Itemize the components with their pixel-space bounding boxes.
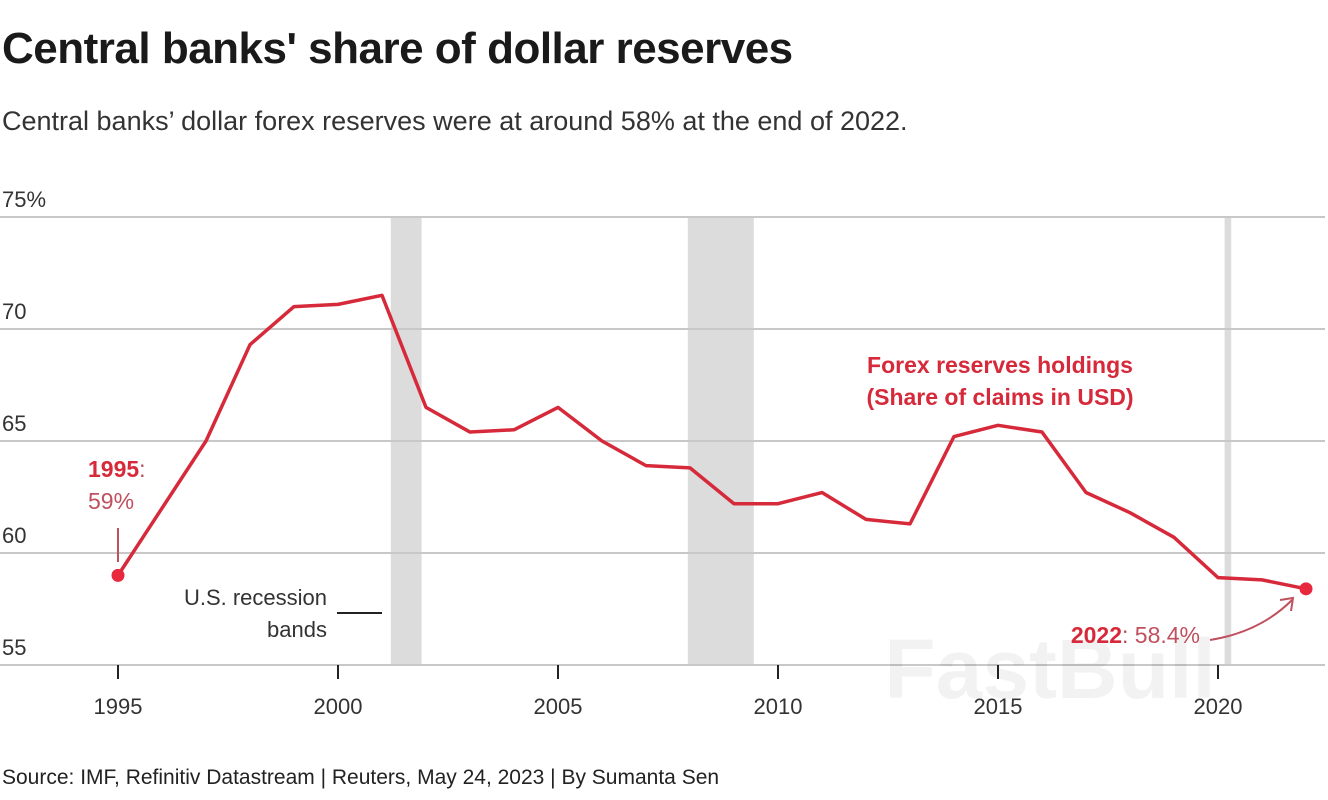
x-tick-label: 2020 <box>1194 694 1243 719</box>
recession-label-line1: U.S. recession <box>184 585 327 610</box>
y-tick-label: 60 <box>2 523 26 548</box>
x-tick-label: 1995 <box>94 694 143 719</box>
chart-subtitle: Central banks’ dollar forex reserves wer… <box>2 106 908 136</box>
annotation-1995: 1995: <box>88 456 146 482</box>
chart-title: Central banks' share of dollar reserves <box>2 24 793 73</box>
x-tick-label: 2010 <box>754 694 803 719</box>
recession-label-line2: bands <box>267 617 327 642</box>
line-chart: 1995 2000 2005 2010 2015 2020 55 60 65 70 75% Fas… <box>0 187 1325 719</box>
x-tick-label: 2015 <box>974 694 1023 719</box>
annotation-2022: 2022: 58.4% <box>1071 622 1200 648</box>
y-tick-label: 75% <box>2 187 46 212</box>
y-tick-label: 70 <box>2 299 26 324</box>
series-label-line2: (Share of claims in USD) <box>866 384 1133 410</box>
x-tick-label: 2000 <box>314 694 363 719</box>
annotation-1995-value: 59% <box>88 488 134 514</box>
watermark-logo: FastBull <box>884 622 1215 716</box>
y-tick-label: 55 <box>2 635 26 660</box>
data-point <box>111 568 125 582</box>
data-point <box>1299 582 1313 596</box>
arrowhead-icon <box>1279 596 1295 612</box>
series-line <box>116 293 1307 591</box>
y-tick-label: 65 <box>2 411 26 436</box>
source-note: Source: IMF, Refinitiv Datastream | Reut… <box>2 766 720 789</box>
annotation-2022-arrow <box>1209 599 1293 641</box>
x-tick-label: 2005 <box>534 694 583 719</box>
series-label-line1: Forex reserves holdings <box>867 352 1133 378</box>
